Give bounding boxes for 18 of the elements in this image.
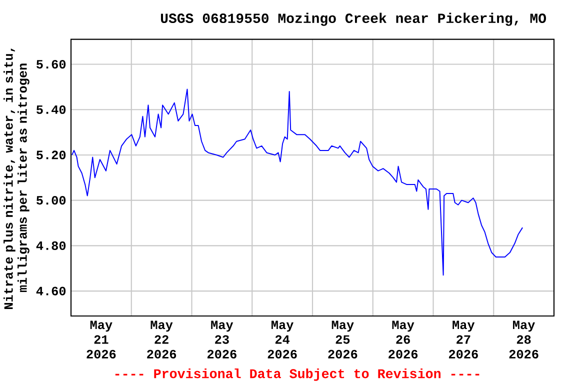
y-axis-title: Nitrate plus nitrite, water, in situ, milligrams per liter as nitrogen <box>4 48 30 309</box>
x-tick-label: May 24 2026 <box>268 320 297 358</box>
y-tick-label: 5.00 <box>36 196 66 205</box>
x-tick-label: May 26 2026 <box>388 320 418 358</box>
y-tick-label: 4.60 <box>36 286 66 296</box>
y-tick-label: 5.60 <box>36 60 66 69</box>
chart-title: USGS 06819550 Mozingo Creek near Pickering, MO <box>160 12 546 26</box>
x-tick-label: May 21 2026 <box>86 320 116 358</box>
y-tick-label: 5.40 <box>36 105 66 114</box>
text: ---- Provisional Data Subject to Revision ---- <box>115 368 480 381</box>
x-tick-label: May 23 2026 <box>207 320 236 358</box>
x-tick-label: May 25 2026 <box>328 320 358 358</box>
y-tick-label: 5.20 <box>36 150 66 160</box>
x-tick-label: May 22 2026 <box>147 320 176 358</box>
x-tick-label: May 27 2026 <box>448 320 478 358</box>
y-tick-label: 4.80 <box>36 241 66 250</box>
x-tick-label: May 28 2026 <box>509 320 538 358</box>
line-series <box>72 88 524 276</box>
